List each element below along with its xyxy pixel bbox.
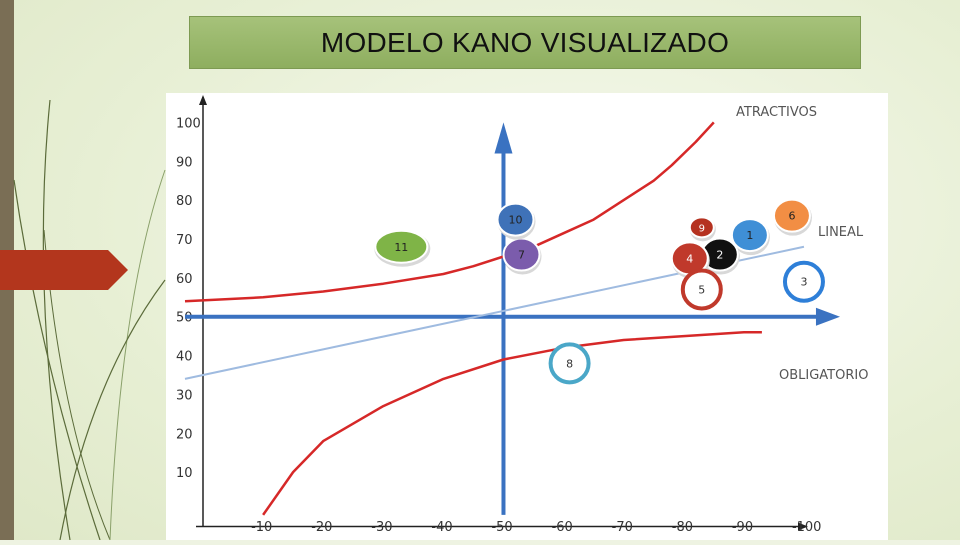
- label-atractivos: ATRACTIVOS: [736, 105, 817, 120]
- y-tick-label: 10: [176, 466, 193, 481]
- point-7-label: 7: [518, 249, 525, 262]
- kano-chart-svg: 10 20 30 40 50 60 70 80 90 100 -10 -20 -30 -40 -50 -60 -…: [176, 95, 868, 535]
- kano-chart: 10 20 30 40 50 60 70 80 90 100 -10 -20 -30 -40 -50 -60 -…: [166, 93, 888, 540]
- point-1-label: 1: [746, 229, 753, 242]
- accent-arrow-tab: [0, 250, 128, 290]
- point-10-label: 10: [509, 214, 523, 227]
- point-5-marker: [680, 268, 723, 311]
- x-tick-label: -100: [792, 520, 822, 535]
- point-10-marker: [496, 202, 535, 237]
- point-6-marker: [772, 198, 811, 233]
- point-3-marker: [782, 260, 825, 303]
- decorative-stems: [13, 99, 166, 540]
- y-tick-label: 40: [176, 350, 193, 365]
- x-tick-label: -20: [311, 520, 332, 535]
- point-3-label: 3: [800, 276, 807, 289]
- x-tick-label: -40: [431, 520, 452, 535]
- x-tick-label: -90: [732, 520, 753, 535]
- y-tick-label: 90: [176, 155, 193, 170]
- point-5-label: 5: [698, 284, 705, 297]
- x-tick-label: -10: [251, 520, 272, 535]
- title-box: MODELO KANO VISUALIZADO: [189, 16, 861, 69]
- y-tick-label: 70: [176, 233, 193, 248]
- label-lineal: LINEAL: [818, 225, 864, 240]
- point-8-marker: [548, 342, 591, 385]
- central-vertical-axis-arrow: [494, 122, 513, 154]
- central-horizontal-axis-arrow: [815, 307, 841, 326]
- y-tick-label: 30: [176, 388, 193, 403]
- x-tick-label: -30: [371, 520, 392, 535]
- point-11-marker: [374, 229, 429, 264]
- x-tick-label: -50: [491, 520, 512, 535]
- point-9-marker: [688, 216, 715, 239]
- atractivos-curve: [184, 121, 715, 303]
- slide-title: MODELO KANO VISUALIZADO: [320, 26, 730, 58]
- point-1-marker: [730, 218, 769, 253]
- y-tick-label: 80: [176, 194, 193, 209]
- y-axis-arrow: [199, 95, 207, 105]
- point-8-label: 8: [566, 357, 573, 370]
- point-6-label: 6: [788, 210, 795, 223]
- x-tick-label: -60: [552, 520, 573, 535]
- point-2-label: 2: [716, 249, 723, 262]
- y-tick-label: 50: [176, 311, 193, 326]
- point-9-label: 9: [699, 223, 705, 234]
- point-11-label: 11: [394, 241, 408, 254]
- x-axis-arrow: [798, 522, 808, 531]
- y-tick-label: 60: [176, 272, 193, 287]
- x-tick-label: -70: [612, 520, 633, 535]
- obligatorio-curve: [262, 331, 762, 516]
- label-obligatorio: OBLIGATORIO: [779, 368, 868, 383]
- x-tick-label: -80: [672, 520, 693, 535]
- y-tick-label: 20: [176, 427, 193, 442]
- point-4-label: 4: [686, 252, 693, 265]
- y-tick-label: 100: [176, 116, 201, 131]
